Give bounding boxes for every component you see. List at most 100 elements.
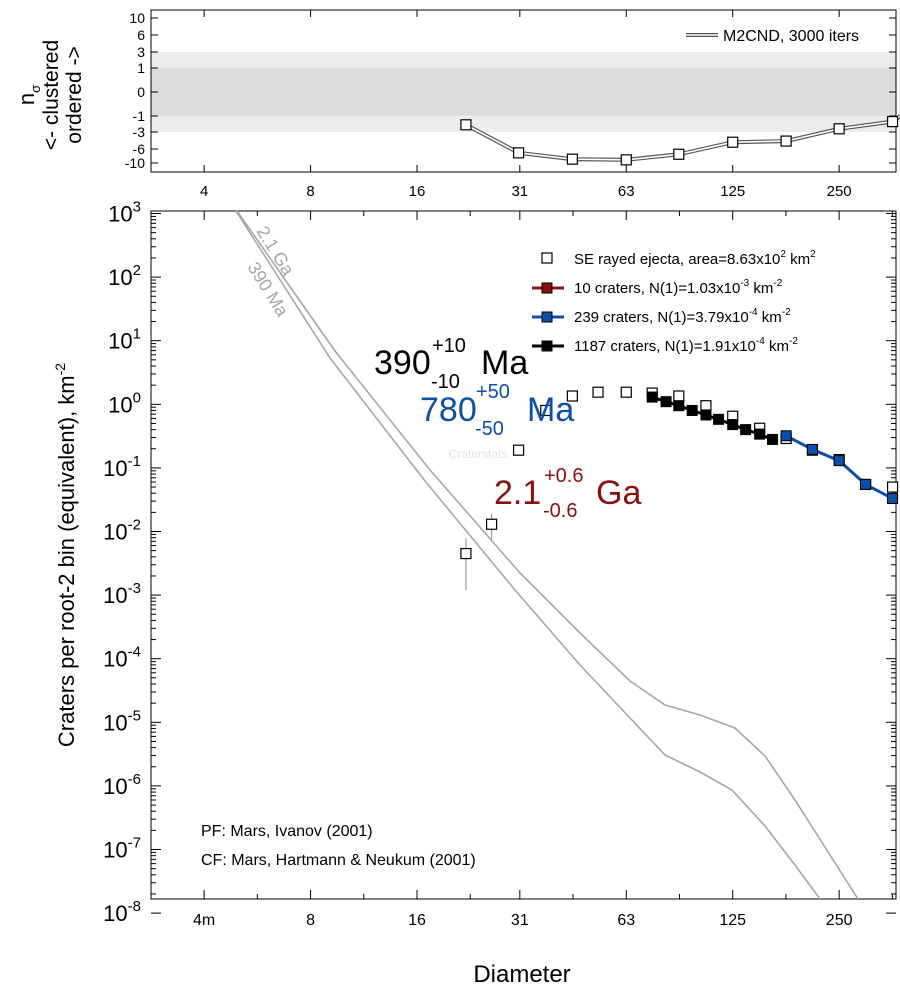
crater-y-tick-label: 10-3	[103, 580, 141, 608]
legend-entry-label: 10 craters, N(1)=1.03x10-3 km-2	[574, 278, 783, 297]
sigma-subscript: σ	[28, 85, 43, 93]
randomness-y-tick-label: 6	[137, 27, 145, 43]
crater-y-tick-label: 10-2	[103, 517, 141, 545]
legend-sup: -4	[756, 336, 765, 347]
age-minus: -0.6	[543, 500, 577, 522]
tick-base: 10	[103, 774, 127, 799]
fit-point-0	[767, 433, 779, 445]
randomness-x-tick-label: 16	[409, 183, 426, 200]
chronology-function-note: CF: Mars, Hartmann & Neukum (2001)	[201, 852, 476, 869]
randomness-y-tick-label: 0	[137, 84, 145, 100]
age-value: 2.1	[494, 474, 541, 512]
crater-x-tick-label: 4m	[193, 912, 215, 929]
crater-bin-point	[460, 547, 472, 560]
age-label-780-ma: 780 +50 -50 Ma	[420, 381, 574, 440]
crater-series	[460, 386, 899, 591]
randomness-point	[780, 135, 792, 147]
tick-exponent: -7	[128, 835, 141, 852]
legend-tail: km	[749, 280, 773, 297]
legend-text: 1187 craters, N(1)=1.91x10	[574, 338, 756, 355]
crater-x-ticks: 4m81631631252505001km248163264128256	[193, 211, 893, 929]
y-axis-label-main: Craters per root-2 bin (equivalent), km	[54, 375, 79, 747]
crater-bin-point	[886, 481, 899, 493]
tick-exponent: -6	[128, 771, 141, 788]
tick-base: 10	[108, 265, 132, 290]
crater-y-tick-label: 102	[108, 262, 141, 290]
production-function-note: PF: Mars, Ivanov (2001)	[201, 823, 373, 840]
age-unit: Ga	[596, 474, 641, 512]
age-label-390-ma: 390 +10 -10 Ma	[374, 335, 528, 393]
crater-bin-point	[700, 400, 712, 412]
fit-line-1	[785, 434, 894, 500]
tick-base: 10	[103, 583, 127, 608]
legend-text: 10 craters, N(1)=1.03x10	[574, 280, 740, 297]
y-axis-label: Craters per root-2 bin (equivalent), km-…	[52, 363, 79, 747]
legend-tail: km	[765, 338, 789, 355]
tick-exponent: -1	[128, 453, 141, 470]
crater-x-tick-label: 250	[826, 912, 853, 929]
randomness-x-ticks: 481631631252505001km248163264128256	[200, 10, 852, 200]
age-plus: +50	[476, 381, 510, 403]
randomness-y-tick-label: 3	[137, 44, 145, 60]
randomness-y-label-n: nσ	[14, 85, 43, 105]
age-plus: +0.6	[544, 465, 583, 487]
sigma-bands	[151, 52, 896, 132]
randomness-x-tick-label: 31	[511, 183, 528, 200]
legend-text: 239 craters, N(1)=3.79x10	[574, 309, 749, 326]
fit-point-1	[833, 455, 845, 467]
randomness-legend-label: M2CND, 3000 iters	[723, 28, 859, 45]
tick-base: 10	[108, 329, 132, 354]
randomness-point	[620, 154, 632, 166]
crater-x-tick-label: 63	[617, 912, 635, 929]
fit-point-0	[713, 413, 725, 425]
fit-point-0	[673, 400, 685, 412]
tick-base: 10	[103, 520, 127, 545]
crater-y-tick-label: 10-6	[103, 771, 141, 799]
legend-marker-open	[541, 252, 553, 264]
crater-x-tick-label: 31	[511, 912, 529, 929]
randomness-series	[460, 114, 900, 166]
crater-x-tick-label: 16	[408, 912, 426, 929]
age-minus: -50	[475, 418, 504, 440]
legend-sup-2: -2	[782, 307, 791, 318]
age-value: 390	[374, 344, 431, 382]
randomness-point	[673, 148, 685, 160]
crater-bin-point	[673, 390, 685, 402]
crater-y-tick-label: 103	[108, 199, 141, 227]
randomness-x-tick-label: 8	[306, 183, 314, 200]
crater-y-ticks: 10310210110010-110-210-310-410-510-610-7…	[103, 199, 896, 926]
randomness-y-label-clustered: <- clustered	[40, 40, 63, 150]
tick-exponent: 1	[133, 326, 141, 343]
fit-point-0	[700, 409, 712, 421]
n-letter: n	[14, 93, 39, 105]
tick-exponent: -5	[128, 707, 141, 724]
randomness-y-tick-label: -6	[133, 141, 146, 157]
randomness-y-label-ordered: ordered ->	[63, 46, 86, 143]
crater-y-tick-label: 10-5	[103, 707, 141, 735]
fit-point-0	[754, 428, 766, 440]
crater-bin-point	[485, 518, 498, 530]
randomness-point	[512, 147, 525, 159]
randomness-y-label: nσ <- clustered ordered ->	[14, 40, 86, 150]
tick-base: 10	[103, 901, 127, 926]
tick-exponent: 3	[133, 199, 141, 216]
fit-point-0	[686, 404, 698, 416]
tick-base: 10	[103, 838, 127, 863]
legend-tail: km	[758, 309, 782, 326]
crater-frequency-panel: 10310210110010-110-210-310-410-510-610-7…	[52, 199, 899, 988]
isochron-390-ma	[235, 210, 821, 900]
fit-point-1	[860, 478, 872, 490]
randomness-x-tick-label: 63	[618, 183, 635, 200]
age-unit: Ma	[527, 391, 574, 429]
age-value: 780	[420, 391, 477, 429]
age-label-2-1-ga: 2.1 +0.6 -0.6 Ga	[494, 465, 641, 522]
legend-entry-label: 239 craters, N(1)=3.79x10-4 km-2	[574, 307, 791, 326]
tick-exponent: -8	[128, 898, 141, 915]
crater-y-tick-label: 101	[108, 326, 141, 354]
randomness-y-tick-label: -3	[133, 124, 146, 140]
crater-y-tick-label: 100	[108, 389, 141, 417]
legend-sup: -4	[749, 307, 758, 318]
